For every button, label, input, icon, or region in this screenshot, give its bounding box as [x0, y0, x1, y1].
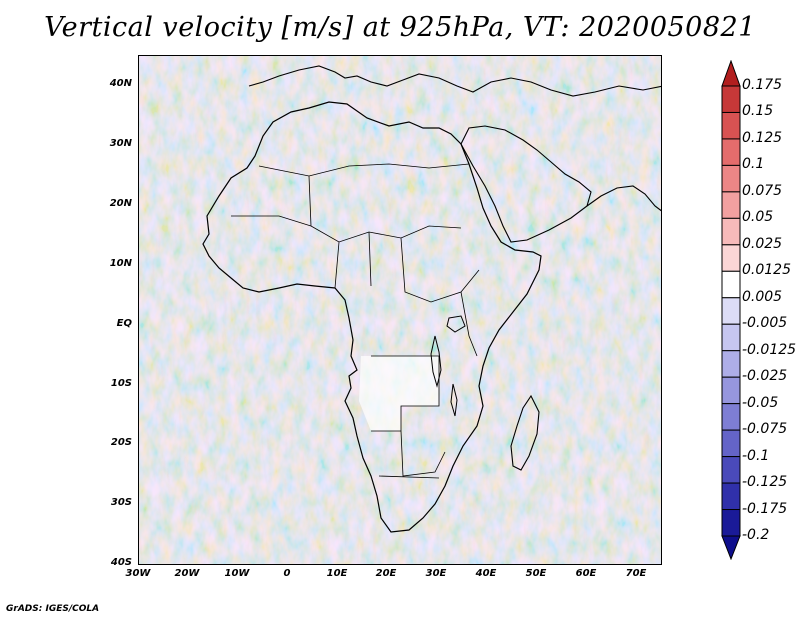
- x-tick-label: 50E: [525, 568, 547, 579]
- colorbar-label: -0.0125: [742, 341, 797, 358]
- y-tick-label: 20S: [110, 437, 132, 448]
- colorbar-segment: [721, 456, 741, 484]
- colorbar-label: 0.05: [742, 209, 774, 226]
- x-tick-label: 70E: [625, 568, 647, 579]
- y-tick-label: 40N: [109, 78, 132, 89]
- velocity-field: [139, 56, 661, 564]
- colorbar-segment: [721, 217, 741, 246]
- colorbar-label: 0.005: [742, 288, 783, 305]
- lake-malawi: [450, 383, 458, 417]
- y-tick-label: EQ: [116, 318, 132, 329]
- map-plot-area: [138, 55, 662, 565]
- x-tick-label: 0: [283, 568, 291, 579]
- colorbar-label: 0.0125: [742, 262, 791, 279]
- country-borders: [231, 163, 480, 479]
- southern-africa-calm-region: [359, 356, 439, 431]
- colorbar-label: -0.2: [742, 527, 770, 543]
- colorbar-segment: [721, 111, 741, 140]
- colorbar-segment: [721, 350, 741, 378]
- colorbar-segment: [721, 509, 741, 537]
- colorbar-label: -0.075: [742, 421, 788, 438]
- colorbar-segment: [721, 138, 741, 166]
- colorbar: [721, 60, 741, 560]
- lake-tanganyika: [430, 335, 442, 388]
- colorbar-label: -0.005: [742, 315, 788, 332]
- colorbar-label: 0.075: [742, 182, 783, 199]
- europe-coastline: [248, 65, 661, 97]
- colorbar-segment: [721, 403, 741, 431]
- x-tick-label: 20E: [375, 568, 397, 579]
- colorbar-label: -0.175: [742, 500, 788, 517]
- colorbar-segment: [721, 297, 741, 325]
- colorbar-segment: [721, 376, 741, 405]
- y-tick-label: 10N: [109, 258, 132, 269]
- colorbar-label: 0.025: [742, 235, 783, 252]
- colorbar-label: -0.1: [742, 447, 770, 464]
- lake-victoria: [446, 315, 466, 333]
- madagascar-coastline: [510, 394, 540, 471]
- colorbar-bottom-arrow: [721, 535, 741, 560]
- africa-coastline: [202, 101, 542, 533]
- x-tick-label: 10W: [224, 568, 250, 579]
- y-tick-label: 30S: [110, 497, 132, 508]
- x-tick-label: 40E: [475, 568, 497, 579]
- x-tick-label: 10E: [326, 568, 348, 579]
- colorbar-segment: [721, 164, 741, 193]
- colorbar-label: -0.025: [742, 368, 788, 385]
- colorbar-label: 0.1: [742, 156, 765, 173]
- colorbar-label: 0.175: [742, 77, 783, 93]
- x-tick-label: 20W: [174, 568, 200, 579]
- colorbar-segment: [721, 429, 741, 458]
- map-title: Vertical velocity [m/s] at 925hPa, VT: 2…: [44, 12, 756, 43]
- y-tick-label: 20N: [109, 198, 132, 209]
- colorbar-segment: [721, 270, 741, 299]
- y-tick-label: 40S: [110, 557, 132, 568]
- x-tick-label: 30W: [125, 568, 151, 579]
- colorbar-label: -0.05: [742, 394, 779, 411]
- colorbar-segment: [721, 244, 741, 272]
- iran-india-coastline: [586, 185, 661, 212]
- colorbar-segment: [721, 482, 741, 511]
- colorbar-segment: [721, 85, 741, 113]
- grads-footer: GrADS: IGES/COLA: [6, 604, 100, 614]
- y-tick-label: 30N: [109, 138, 132, 149]
- colorbar-label: 0.125: [742, 129, 783, 146]
- colorbar-top-arrow: [721, 60, 741, 87]
- arabia-coastline: [460, 125, 592, 243]
- colorbar-segment: [721, 191, 741, 219]
- colorbar-label: 0.15: [742, 103, 774, 120]
- colorbar-label: -0.125: [742, 474, 788, 491]
- y-tick-label: 10S: [110, 378, 132, 389]
- colorbar-segment: [721, 323, 741, 352]
- x-tick-label: 30E: [425, 568, 447, 579]
- x-tick-label: 60E: [575, 568, 597, 579]
